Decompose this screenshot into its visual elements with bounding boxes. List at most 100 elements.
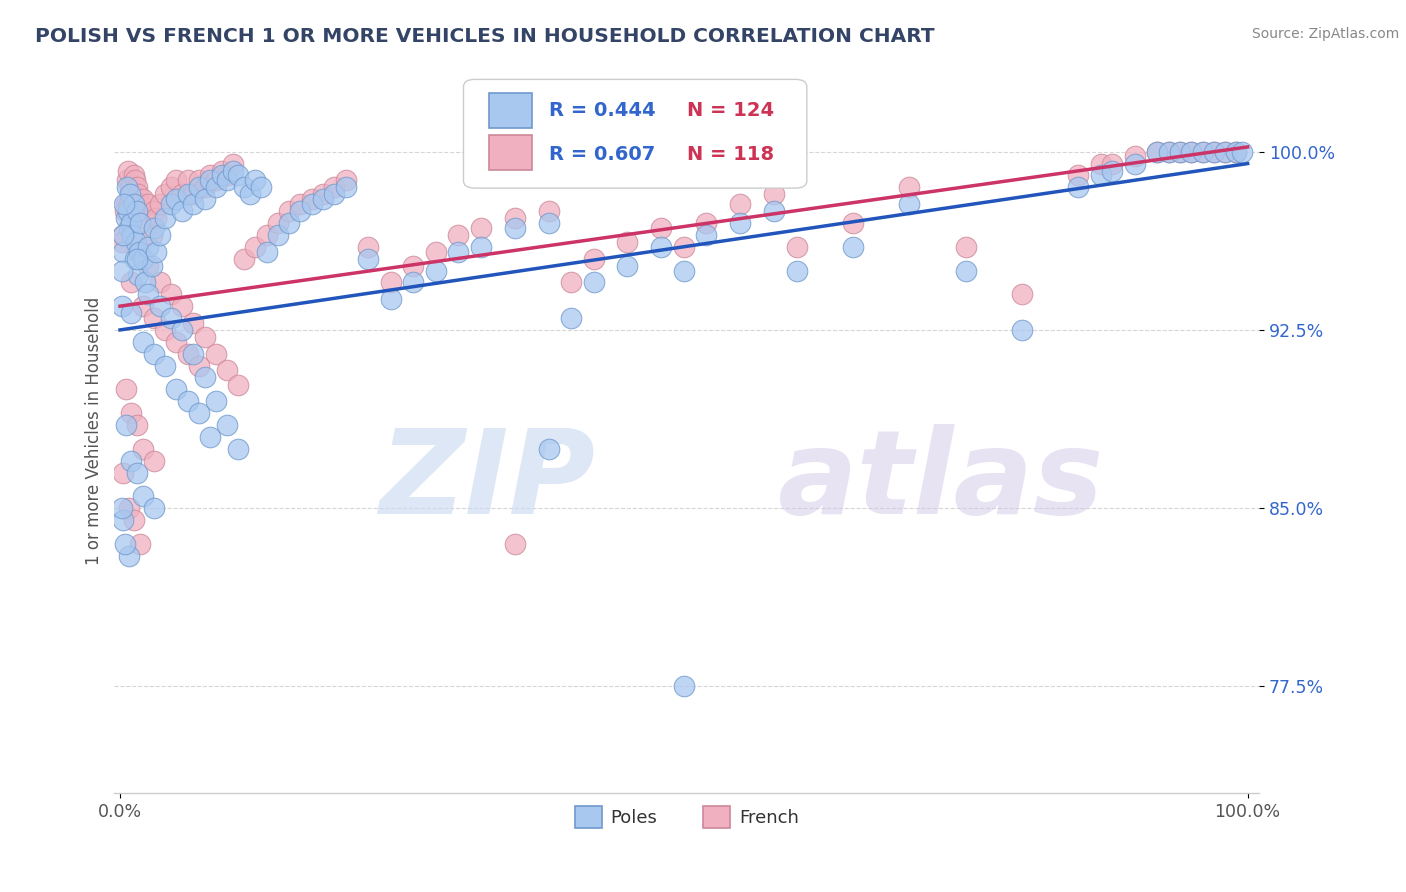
Point — [1101, 163, 1123, 178]
Point — [323, 180, 346, 194]
Point — [188, 173, 211, 187]
Point — [117, 204, 139, 219]
Point — [183, 197, 205, 211]
Point — [111, 299, 134, 313]
Point — [503, 537, 526, 551]
Point — [125, 197, 148, 211]
Point — [131, 299, 153, 313]
Point — [1202, 145, 1225, 159]
Point — [470, 220, 492, 235]
Point — [447, 244, 470, 259]
Point — [217, 173, 239, 187]
Point — [1168, 145, 1191, 159]
Point — [537, 442, 560, 456]
Point — [170, 299, 193, 313]
Point — [177, 394, 200, 409]
Text: POLISH VS FRENCH 1 OR MORE VEHICLES IN HOUSEHOLD CORRELATION CHART: POLISH VS FRENCH 1 OR MORE VEHICLES IN H… — [35, 27, 935, 45]
Point — [112, 227, 135, 242]
Point — [211, 163, 233, 178]
Point — [1213, 145, 1236, 159]
Point — [148, 227, 170, 242]
Point — [1213, 145, 1236, 159]
Point — [1180, 145, 1202, 159]
Y-axis label: 1 or more Vehicles in Household: 1 or more Vehicles in Household — [86, 297, 103, 565]
Point — [1011, 287, 1033, 301]
Point — [650, 240, 672, 254]
Point — [159, 311, 181, 326]
Point — [128, 244, 150, 259]
Point — [127, 268, 149, 283]
Point — [159, 287, 181, 301]
Point — [120, 453, 142, 467]
Point — [1191, 145, 1213, 159]
Point — [115, 173, 138, 187]
Point — [117, 163, 139, 178]
Point — [290, 204, 312, 219]
Point — [148, 299, 170, 313]
Point — [183, 347, 205, 361]
Point — [380, 292, 402, 306]
Point — [1011, 323, 1033, 337]
Point — [128, 204, 150, 219]
Point — [290, 197, 312, 211]
Point — [112, 513, 135, 527]
Point — [205, 394, 228, 409]
Point — [335, 180, 357, 194]
Point — [148, 197, 170, 211]
Point — [1146, 145, 1168, 159]
Point — [842, 240, 865, 254]
Point — [582, 252, 605, 266]
Point — [194, 192, 217, 206]
Text: atlas: atlas — [779, 425, 1105, 539]
Point — [256, 227, 278, 242]
Point — [898, 197, 921, 211]
Point — [120, 216, 142, 230]
Point — [267, 227, 290, 242]
Point — [728, 197, 751, 211]
Point — [136, 240, 159, 254]
Point — [118, 220, 141, 235]
Point — [672, 680, 695, 694]
Point — [159, 197, 181, 211]
Point — [136, 287, 159, 301]
Point — [121, 227, 143, 242]
Point — [153, 211, 176, 226]
Point — [335, 173, 357, 187]
Point — [1101, 156, 1123, 170]
Point — [357, 240, 380, 254]
Text: R = 0.607: R = 0.607 — [550, 145, 655, 163]
Point — [695, 216, 717, 230]
Bar — [489, 136, 531, 170]
Point — [183, 187, 205, 202]
Point — [955, 240, 977, 254]
Point — [205, 180, 228, 194]
Point — [312, 192, 335, 206]
Point — [129, 216, 152, 230]
Point — [114, 382, 136, 396]
FancyBboxPatch shape — [464, 79, 807, 188]
Text: N = 118: N = 118 — [686, 145, 773, 163]
Point — [267, 216, 290, 230]
Point — [245, 173, 267, 187]
Bar — [489, 93, 531, 128]
Point — [118, 501, 141, 516]
Point — [120, 187, 142, 202]
Point — [194, 370, 217, 384]
Point — [141, 227, 163, 242]
Point — [1123, 156, 1146, 170]
Point — [153, 323, 176, 337]
Point — [1168, 145, 1191, 159]
Point — [121, 187, 143, 202]
Point — [111, 235, 134, 249]
Point — [177, 173, 200, 187]
Point — [131, 252, 153, 266]
Point — [194, 330, 217, 344]
Point — [301, 197, 323, 211]
Point — [142, 501, 165, 516]
Point — [142, 220, 165, 235]
Point — [114, 211, 136, 226]
Point — [278, 216, 301, 230]
Point — [120, 180, 142, 194]
Point — [228, 442, 250, 456]
Point — [131, 334, 153, 349]
